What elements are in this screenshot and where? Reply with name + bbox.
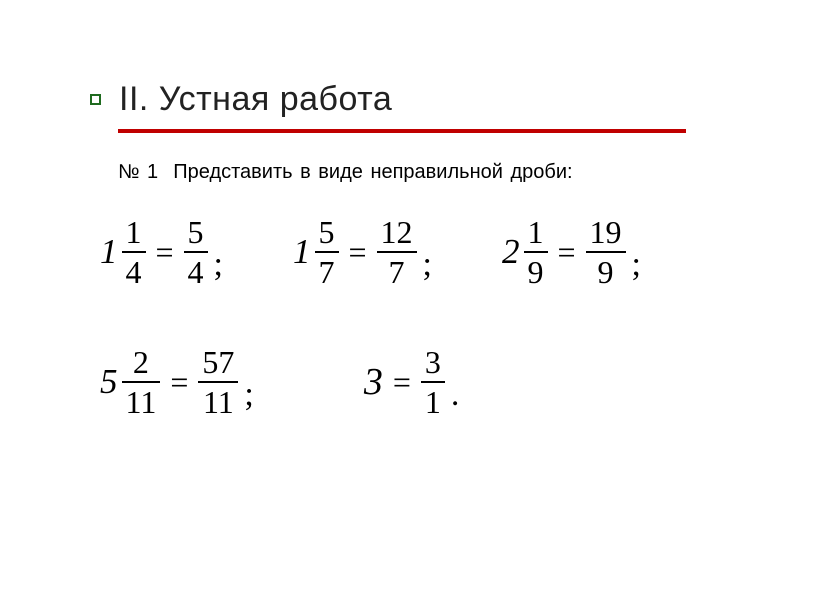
- denominator: 11: [199, 383, 238, 418]
- whole-part: 1: [293, 232, 311, 272]
- denominator: 4: [184, 253, 208, 288]
- fraction-left: 2 11: [122, 346, 161, 418]
- expression: 2 1 9 = 19 9 ;: [502, 216, 641, 288]
- punctuation: .: [451, 376, 460, 414]
- fraction-right: 12 7: [377, 216, 417, 288]
- slide-title: II. Устная работа: [119, 80, 392, 119]
- equals-sign: =: [349, 234, 367, 271]
- equals-sign: =: [170, 364, 188, 401]
- whole-part: 2: [502, 232, 520, 272]
- expression: 5 2 11 = 57 11 ;: [100, 346, 254, 418]
- expression: 3 = 3 1 .: [364, 346, 460, 418]
- denominator: 1: [421, 383, 445, 418]
- whole-part: 5: [100, 362, 118, 402]
- equals-sign: =: [558, 234, 576, 271]
- task-text: Представить в виде неправильной дроби:: [173, 161, 572, 183]
- numerator: 1: [524, 216, 548, 251]
- fraction-right: 57 11: [198, 346, 238, 418]
- punctuation: ;: [214, 246, 223, 284]
- expression: 1 1 4 = 5 4 ;: [100, 216, 223, 288]
- title-row: II. Устная работа: [90, 80, 726, 119]
- fraction-right: 19 9: [586, 216, 626, 288]
- fraction-left: 1 9: [524, 216, 548, 288]
- equals-sign: =: [156, 234, 174, 271]
- denominator: 9: [524, 253, 548, 288]
- whole-part: 3: [364, 360, 383, 404]
- numerator: 5: [315, 216, 339, 251]
- expression-row-2: 5 2 11 = 57 11 ; 3 = 3 1 .: [100, 346, 726, 418]
- numerator: 1: [122, 216, 146, 251]
- denominator: 7: [315, 253, 339, 288]
- fraction-left: 5 7: [315, 216, 339, 288]
- expression-row-1: 1 1 4 = 5 4 ; 1 5 7 = 12: [100, 216, 726, 288]
- numerator: 3: [421, 346, 445, 381]
- equals-sign: =: [393, 364, 411, 401]
- bullet-icon: [90, 94, 101, 105]
- fraction-right: 5 4: [184, 216, 208, 288]
- punctuation: ;: [423, 246, 432, 284]
- fraction-right: 3 1: [421, 346, 445, 418]
- punctuation: ;: [632, 246, 641, 284]
- numerator: 57: [198, 346, 238, 381]
- denominator: 9: [594, 253, 618, 288]
- expression: 1 5 7 = 12 7 ;: [293, 216, 432, 288]
- numerator: 12: [377, 216, 417, 251]
- punctuation: ;: [244, 376, 253, 414]
- numerator: 5: [184, 216, 208, 251]
- denominator: 7: [385, 253, 409, 288]
- denominator: 11: [122, 383, 161, 418]
- title-underline: [118, 129, 686, 133]
- denominator: 4: [122, 253, 146, 288]
- slide: II. Устная работа № 1 Представить в виде…: [0, 0, 816, 516]
- task-subtitle: № 1 Представить в виде неправильной дроб…: [118, 161, 726, 184]
- numerator: 2: [129, 346, 153, 381]
- task-number: № 1: [118, 161, 158, 183]
- whole-part: 1: [100, 232, 118, 272]
- numerator: 19: [586, 216, 626, 251]
- fraction-left: 1 4: [122, 216, 146, 288]
